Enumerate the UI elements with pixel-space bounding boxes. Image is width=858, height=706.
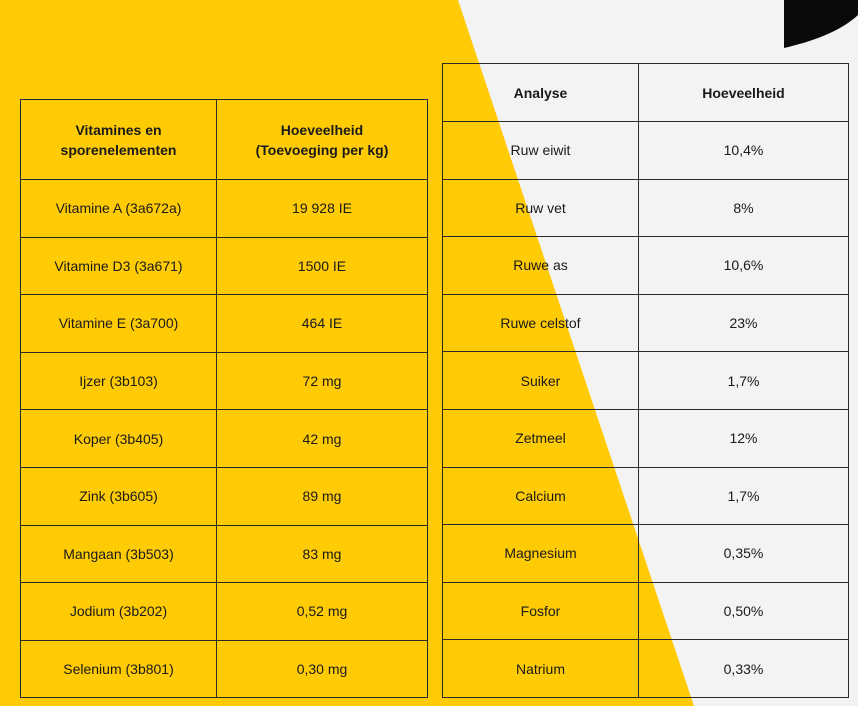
analysis-name: Ruw vet (442, 178, 639, 238)
analysis-amount: 1,7% (638, 351, 849, 410)
table-row: Jodium (3b202) 0,52 mg (20, 582, 428, 641)
analysis-amount: 0,33% (638, 639, 849, 698)
analysis-name: Ruwe celstof (442, 293, 639, 353)
analysis-name: Magnesium (442, 524, 639, 583)
analysis-name: Fosfor (442, 581, 639, 641)
table-row: Ruwe celstof 23% (442, 293, 849, 353)
vitamin-name: Vitamine E (3a700) (20, 294, 217, 353)
table-row: Natrium 0,33% (442, 639, 849, 698)
vitamin-name: Selenium (3b801) (20, 639, 217, 699)
vitamin-amount: 72 mg (216, 351, 428, 411)
analysis-name: Zetmeel (442, 408, 639, 468)
vitamin-amount: 19 928 IE (216, 179, 428, 238)
table-row: Fosfor 0,50% (442, 581, 849, 641)
table-row: Ruwe as 10,6% (442, 236, 849, 295)
analysis-name: Calcium (442, 466, 639, 526)
vitamin-amount: 0,52 mg (216, 582, 428, 641)
header-amount-per-kg: Hoeveelheid (Toevoeging per kg) (216, 99, 428, 180)
vitamin-name: Zink (3b605) (20, 466, 217, 526)
vitamin-amount: 0,30 mg (216, 639, 428, 699)
vitamin-name: Jodium (3b202) (20, 582, 217, 641)
vitamin-amount: 464 IE (216, 294, 428, 353)
table-row: Mangaan (3b503) 83 mg (20, 524, 428, 584)
analysis-name: Natrium (442, 639, 639, 698)
vitamin-name: Mangaan (3b503) (20, 524, 217, 584)
table-row: Vitamine A (3a672a) 19 928 IE (20, 179, 428, 238)
table-header-row: Vitamines en sporenelementen Hoeveelheid… (20, 99, 428, 180)
vitamin-amount: 42 mg (216, 409, 428, 468)
analysis-amount: 8% (638, 178, 849, 238)
analysis-amount: 0,35% (638, 524, 849, 583)
analysis-name: Ruw eiwit (442, 121, 639, 180)
table-row: Calcium 1,7% (442, 466, 849, 526)
vitamin-name: Ijzer (3b103) (20, 351, 217, 411)
vitamin-amount: 83 mg (216, 524, 428, 584)
table-row: Selenium (3b801) 0,30 mg (20, 639, 428, 699)
analysis-amount: 23% (638, 293, 849, 353)
analysis-name: Suiker (442, 351, 639, 410)
vitamin-name: Vitamine A (3a672a) (20, 179, 217, 238)
table-row: Ijzer (3b103) 72 mg (20, 351, 428, 411)
table-row: Magnesium 0,35% (442, 524, 849, 583)
vitamin-name: Koper (3b405) (20, 409, 217, 468)
table-row: Koper (3b405) 42 mg (20, 409, 428, 468)
analysis-amount: 0,50% (638, 581, 849, 641)
vitamin-amount: 1500 IE (216, 236, 428, 296)
analysis-amount: 12% (638, 408, 849, 468)
vitamin-amount: 89 mg (216, 466, 428, 526)
header-analysis: Analyse (442, 63, 639, 122)
analysis-amount: 10,4% (638, 121, 849, 180)
table-row: Zink (3b605) 89 mg (20, 466, 428, 526)
analysis-amount: 10,6% (638, 236, 849, 295)
vitamin-name: Vitamine D3 (3a671) (20, 236, 217, 296)
table-row: Vitamine D3 (3a671) 1500 IE (20, 236, 428, 296)
table-row: Ruw vet 8% (442, 178, 849, 238)
header-amount: Hoeveelheid (638, 63, 849, 122)
table-row: Vitamine E (3a700) 464 IE (20, 294, 428, 353)
vitamins-table: Vitamines en sporenelementen Hoeveelheid… (20, 99, 428, 699)
table-row: Zetmeel 12% (442, 408, 849, 468)
black-corner-shape (784, 0, 858, 48)
analysis-table: Analyse Hoeveelheid Ruw eiwit 10,4% Ruw v… (442, 63, 849, 698)
analysis-amount: 1,7% (638, 466, 849, 526)
table-header-row: Analyse Hoeveelheid (442, 63, 849, 122)
header-vitamins: Vitamines en sporenelementen (20, 99, 217, 180)
table-row: Suiker 1,7% (442, 351, 849, 410)
analysis-name: Ruwe as (442, 236, 639, 295)
table-row: Ruw eiwit 10,4% (442, 121, 849, 180)
